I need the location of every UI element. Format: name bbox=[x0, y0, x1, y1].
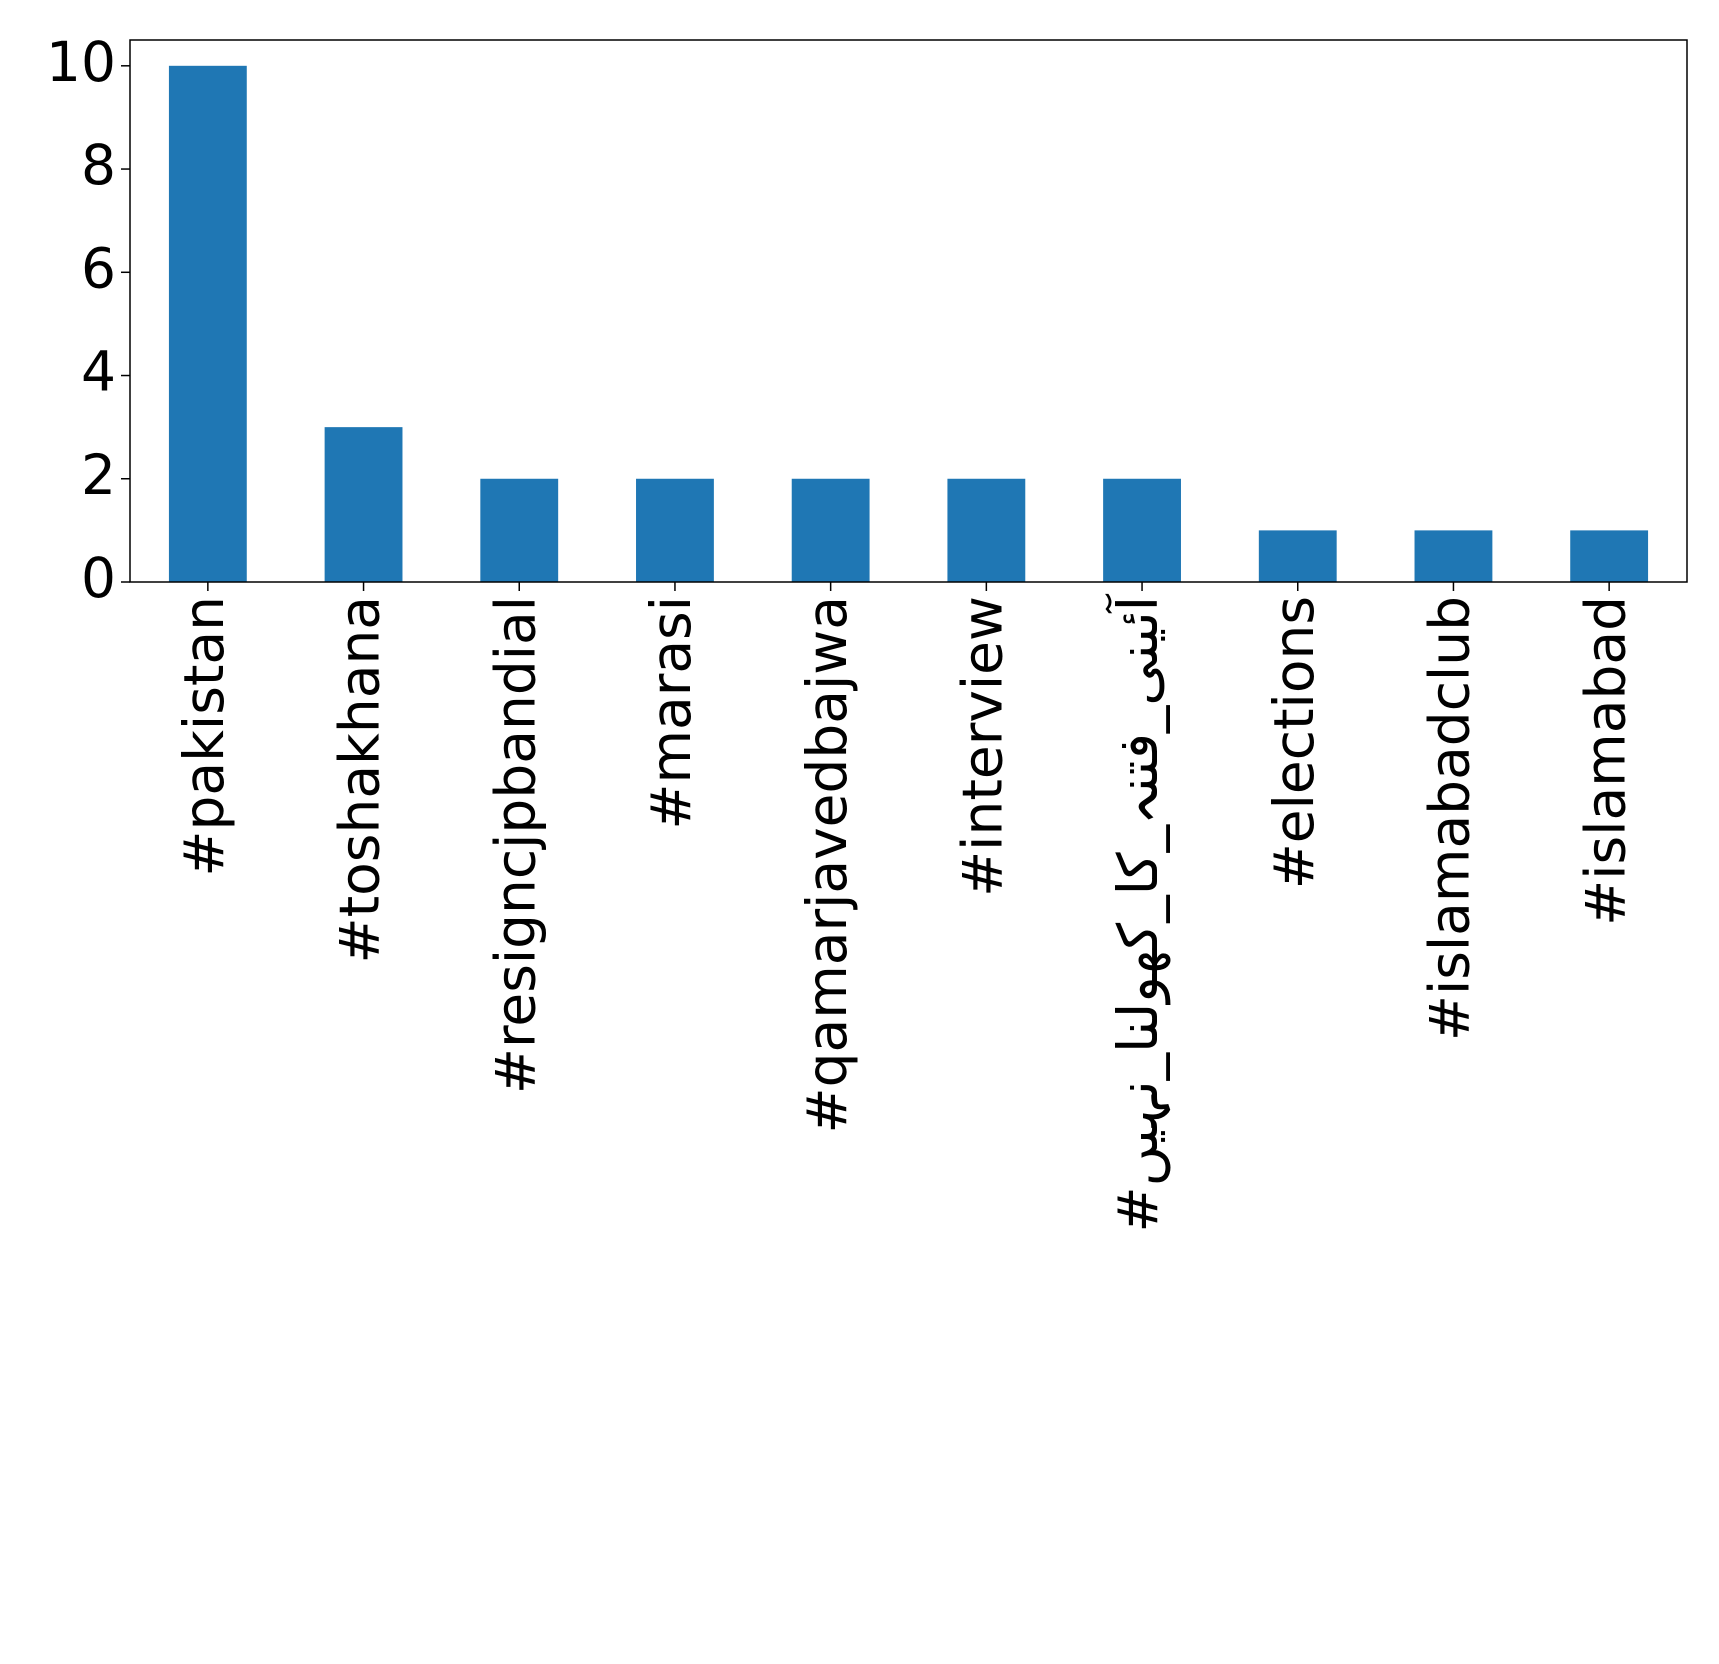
x-tick-label: #islamabadclub bbox=[1418, 596, 1482, 1041]
x-tick-label: #marasi bbox=[639, 596, 703, 830]
x-tick-label: #آئینی_فتنہ_کا_کھولنا_نہیں bbox=[1105, 593, 1171, 1232]
x-tick-label: #toshakhana bbox=[328, 596, 392, 964]
y-tick-label: 6 bbox=[81, 236, 116, 300]
y-tick-label: 10 bbox=[46, 30, 116, 94]
y-tick-label: 2 bbox=[81, 443, 116, 507]
bar bbox=[1103, 478, 1181, 582]
bar bbox=[791, 478, 870, 582]
bar bbox=[1414, 530, 1493, 582]
x-tick-label: #pakistan bbox=[172, 596, 236, 877]
bar bbox=[1258, 530, 1337, 582]
bar bbox=[168, 65, 247, 583]
bar bbox=[480, 478, 559, 582]
plot-frame bbox=[129, 39, 1688, 583]
bar bbox=[947, 478, 1026, 582]
x-tick-label: #elections bbox=[1262, 596, 1326, 889]
y-tick-label: 0 bbox=[81, 546, 116, 610]
bar bbox=[1570, 530, 1649, 582]
x-tick-label: #qamarjavedbajwa bbox=[795, 596, 859, 1133]
bar bbox=[636, 478, 714, 582]
x-tick-label: #resigncjpbandial bbox=[483, 596, 547, 1094]
y-tick-label: 4 bbox=[81, 340, 116, 404]
y-tick-label: 8 bbox=[81, 133, 116, 197]
x-tick-label: #islamabad bbox=[1573, 596, 1637, 926]
bar bbox=[324, 427, 403, 582]
x-tick-label: #interview bbox=[950, 596, 1014, 897]
